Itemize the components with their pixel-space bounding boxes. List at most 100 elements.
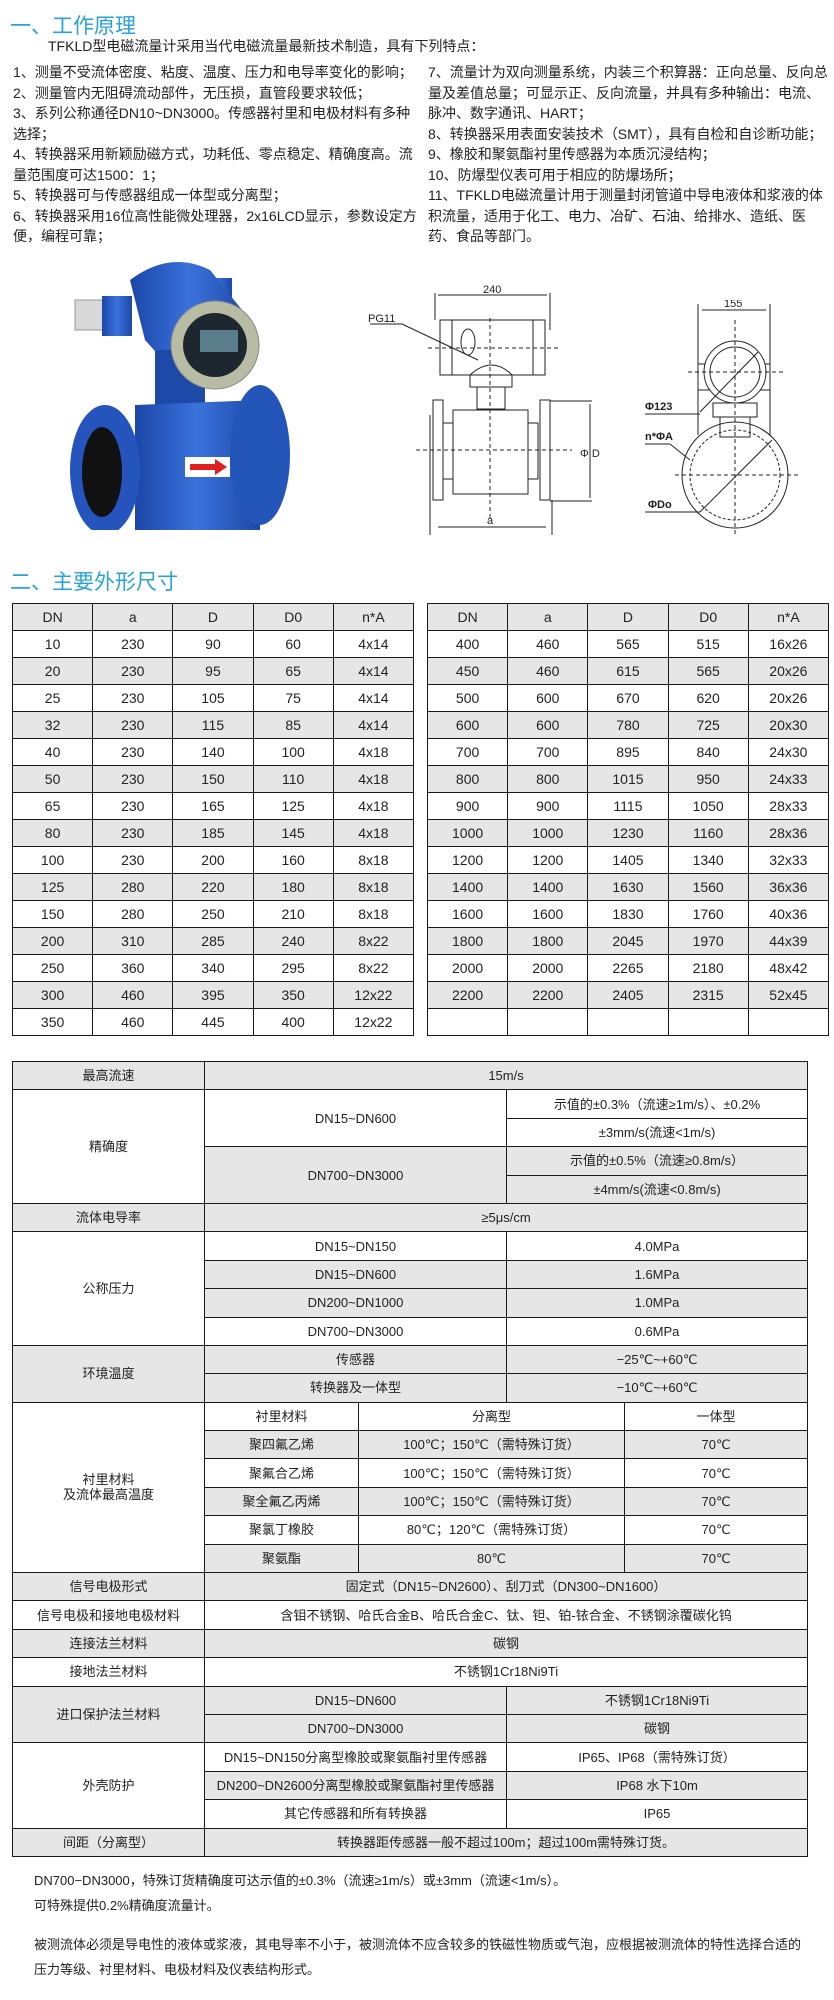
table-cell: 1340: [667, 846, 749, 874]
table-cell: 230: [92, 630, 174, 658]
table-cell: 1160: [667, 819, 749, 847]
spec-cell: DN200~DN2600分离型橡胶或聚氨酯衬里传感器: [204, 1770, 507, 1801]
spec-cell: 公称压力: [12, 1231, 205, 1346]
spec-cell: 接地法兰材料: [12, 1657, 205, 1687]
spec-cell: 不锈钢1Cr18Ni9Ti: [203, 1657, 809, 1687]
spec-cell: 1.0MPa: [505, 1288, 809, 1318]
spec-cell: 间距（分离型）: [12, 1827, 205, 1857]
note-precision: 可特殊提供0.2%精确度流量计。: [34, 1898, 220, 1913]
table-cell: 1000: [507, 819, 589, 847]
table-row: 800 800 1015 950 24x33: [426, 765, 830, 793]
table-row: 300 460 395 350 12x22: [11, 981, 415, 1009]
front-view-drawing: 155 Φ123 n*ΦA ΦDo: [645, 300, 800, 535]
table-cell: 1115: [587, 792, 669, 820]
table-cell: 20: [11, 657, 94, 685]
table-cell: 12x22: [332, 1008, 415, 1036]
spec-cell: 聚氨酯: [204, 1543, 359, 1574]
table-cell: 1200: [426, 846, 509, 874]
table-cell: 1800: [507, 927, 589, 955]
table-row: 700 700 895 840 24x30: [426, 738, 830, 766]
feature-item: 7、流量计为双向测量系统，内装三个积算器：正向总量、反向总量及差值总量；可显示正…: [428, 64, 828, 121]
table-cell: 20x30: [747, 711, 830, 739]
pg11-label: PG11: [368, 313, 395, 325]
table-row: 2200 2200 2405 2315 52x45: [426, 981, 830, 1009]
feature-item: 2、测量管内无阻碍流动部件，无压损，直管段要求较低；: [13, 84, 371, 101]
table-cell: 2315: [667, 981, 749, 1009]
column-header: D: [587, 603, 669, 631]
column-header: DN: [11, 603, 94, 631]
table-cell: 400: [252, 1008, 334, 1036]
feature-list-right: 7、流量计为双向测量系统，内装三个积算器：正向总量、反向总量及差值总量；可显示正…: [428, 62, 828, 247]
table-cell: 800: [426, 765, 509, 793]
table-row: 500 600 670 620 20x26: [426, 684, 830, 712]
spec-row: 接地法兰材料 不锈钢1Cr18Ni9Ti: [12, 1657, 809, 1687]
table-cell: 220: [172, 873, 254, 901]
table-cell: 515: [667, 630, 749, 658]
table-cell: 2000: [426, 954, 509, 982]
spec-cell: 其它传感器和所有转换器: [204, 1799, 507, 1829]
spec-cell: 70℃: [623, 1515, 809, 1545]
table-cell: 115: [172, 711, 254, 739]
table-cell: 210: [252, 900, 334, 928]
table-cell: 4x14: [332, 630, 415, 658]
spec-cell: 70℃: [623, 1430, 809, 1460]
spec-cell: 不锈钢1Cr18Ni9Ti: [505, 1685, 809, 1715]
column-header: D0: [252, 603, 334, 631]
table-cell: 725: [667, 711, 749, 739]
table-cell: 24x33: [747, 765, 830, 793]
spec-cell: −25℃~+60℃: [505, 1344, 809, 1375]
table-cell: 800: [507, 765, 589, 793]
table-cell: 8x18: [332, 846, 415, 874]
table-cell: 250: [11, 954, 94, 982]
spec-cell: 4.0MPa: [505, 1231, 809, 1261]
table-cell: 895: [587, 738, 669, 766]
phi-do-label: ΦDo: [648, 499, 672, 511]
spec-row: DN700~DN3000 碳钢: [13, 1713, 809, 1744]
table-cell: 20x26: [747, 684, 830, 712]
spec-cell: 精确度: [12, 1089, 205, 1204]
table-cell: 250: [172, 900, 254, 928]
table-cell: 28x33: [747, 792, 830, 820]
table-row: 32 230 115 85 4x14: [11, 711, 415, 739]
table-row: 1600 1600 1830 1760 40x36: [426, 900, 830, 928]
table-cell: 460: [92, 981, 174, 1009]
spec-cell: 聚氟合乙烯: [204, 1458, 359, 1488]
spec-cell: 70℃: [623, 1543, 809, 1574]
table-cell: 460: [92, 1008, 174, 1036]
table-cell: 230: [92, 738, 174, 766]
spec-cell: DN15~DN600: [204, 1259, 507, 1290]
table-cell: 600: [426, 711, 509, 739]
table-cell: 340: [172, 954, 254, 982]
table-cell: 8x18: [332, 900, 415, 928]
table-cell: 240: [252, 927, 334, 955]
table-cell: 8x22: [332, 954, 415, 982]
phi-d-label: Φ D: [580, 448, 600, 460]
table-cell: 1760: [667, 900, 749, 928]
table-cell: 32: [11, 711, 94, 739]
column-header: n*A: [747, 603, 830, 631]
table-cell: 1000: [426, 819, 509, 847]
spec-cell: DN15~DN150分离型橡胶或聚氨酯衬里传感器: [204, 1742, 507, 1772]
table-cell: 700: [507, 738, 589, 766]
feature-item: 11、TFKLD电磁流量计用于测量封闭管道中导电液体和浆液的体积流量，适用于化工…: [428, 187, 823, 244]
side-view-drawing: 240 PG11 Φ D a: [368, 284, 600, 535]
table-row: 600 600 780 725 20x30: [426, 711, 830, 739]
n-phi-a-label: n*ΦA: [645, 431, 673, 443]
flowmeter-photo: [70, 262, 290, 530]
spec-cell: 100℃；150℃（需特殊订货）: [358, 1486, 625, 1517]
table-cell: 900: [426, 792, 509, 820]
dimension-table-right: DN a D D0 n*A 400 460 565 515 16x26 450 460 615 565 20…: [426, 603, 830, 1036]
table-cell: 125: [252, 792, 334, 820]
table-row: 250 360 340 295 8x22: [11, 954, 415, 982]
table-cell: 105: [172, 684, 254, 712]
table-cell: 300: [11, 981, 94, 1009]
table-cell: 350: [252, 981, 334, 1009]
table-cell: 10: [11, 630, 94, 658]
spec-cell: ±4mm/s(流速<0.8m/s): [505, 1174, 809, 1204]
spec-cell: 外壳防护: [12, 1742, 205, 1829]
table-cell: 600: [507, 711, 589, 739]
feature-item: 3、系列公称通径DN10~DN3000。传感器衬里和电极材料有多种选择；: [13, 105, 411, 142]
table-row: 25 230 105 75 4x14: [11, 684, 415, 712]
table-cell: 200: [11, 927, 94, 955]
table-cell: 230: [92, 846, 174, 874]
